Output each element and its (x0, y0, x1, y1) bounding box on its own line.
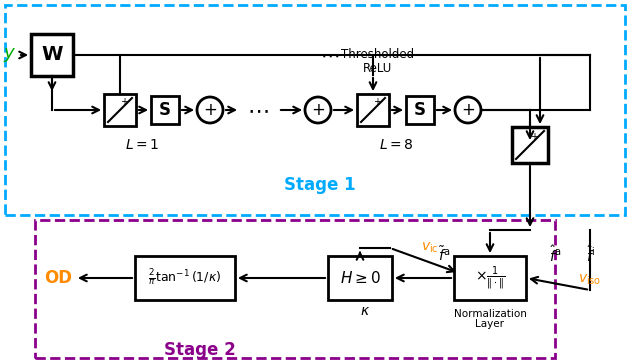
Text: $\hat{f}^{\rm a}$: $\hat{f}^{\rm a}$ (549, 245, 561, 265)
Text: $\cdots$: $\cdots$ (321, 46, 340, 64)
FancyBboxPatch shape (31, 34, 73, 76)
Text: W: W (41, 46, 63, 64)
Text: $L=8$: $L=8$ (379, 138, 414, 152)
Text: +: + (530, 132, 538, 142)
Text: Stage 2: Stage 2 (164, 341, 236, 359)
Text: +: + (203, 101, 217, 119)
Text: Thresholded: Thresholded (341, 48, 415, 62)
FancyBboxPatch shape (512, 127, 548, 163)
Text: Normalization: Normalization (454, 309, 527, 319)
Text: +: + (461, 101, 475, 119)
Circle shape (455, 97, 481, 123)
Text: +: + (311, 101, 325, 119)
Text: +: + (373, 97, 381, 107)
Text: $y$: $y$ (3, 46, 17, 64)
Text: S: S (159, 101, 171, 119)
Circle shape (197, 97, 223, 123)
FancyBboxPatch shape (454, 256, 526, 300)
Text: $\tilde{f}^{\rm a}$: $\tilde{f}^{\rm a}$ (438, 246, 450, 264)
Text: $\kappa$: $\kappa$ (360, 304, 370, 318)
FancyBboxPatch shape (104, 94, 136, 126)
FancyBboxPatch shape (328, 256, 392, 300)
FancyBboxPatch shape (135, 256, 235, 300)
Circle shape (305, 97, 331, 123)
Text: $L=1$: $L=1$ (125, 138, 160, 152)
Text: OD: OD (44, 269, 72, 287)
Text: $H \geq 0$: $H \geq 0$ (340, 270, 380, 286)
Text: $v_{\rm iso}$: $v_{\rm iso}$ (579, 273, 602, 287)
Text: $\hat{f}^{\rm i}$: $\hat{f}^{\rm i}$ (586, 245, 595, 265)
FancyBboxPatch shape (357, 94, 389, 126)
Text: $v_{\rm ic}$: $v_{\rm ic}$ (421, 241, 439, 255)
Text: Stage 1: Stage 1 (284, 176, 356, 194)
Text: ReLU: ReLU (364, 62, 392, 75)
Text: S: S (414, 101, 426, 119)
Text: $\frac{2}{\pi}\tan^{-1}(1/\kappa)$: $\frac{2}{\pi}\tan^{-1}(1/\kappa)$ (148, 268, 221, 288)
Text: $\cdots$: $\cdots$ (247, 100, 269, 120)
Text: Layer: Layer (476, 319, 504, 329)
FancyBboxPatch shape (151, 96, 179, 124)
Text: $\times\frac{1}{\|\cdot\|}$: $\times\frac{1}{\|\cdot\|}$ (475, 264, 505, 292)
Text: +: + (120, 97, 128, 107)
FancyBboxPatch shape (406, 96, 434, 124)
